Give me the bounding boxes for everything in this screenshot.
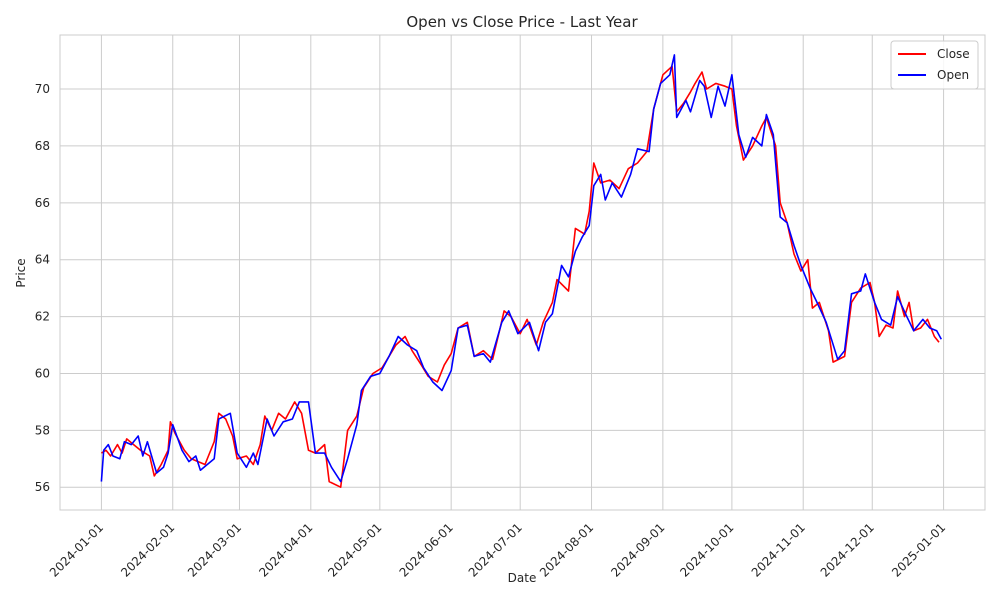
x-tick-label: 2024-12-01 [818,520,877,579]
y-tick-label: 70 [35,82,50,96]
x-tick-label: 2024-09-01 [608,520,667,579]
plot-frame [59,34,986,511]
y-tick-label: 68 [35,139,50,153]
legend-label-close: Close [937,47,970,61]
x-tick-label: 2024-02-01 [118,520,177,579]
x-tick-label: 2024-03-01 [185,520,244,579]
legend: Close Open [890,40,979,90]
x-tick-label: 2024-01-01 [47,520,106,579]
legend-label-open: Open [937,68,969,82]
x-tick-label: 2024-10-01 [677,520,736,579]
y-tick-label: 56 [35,480,50,494]
x-tick-label: 2025-01-01 [889,520,948,579]
grid-lines [60,35,985,510]
x-tick-label: 2024-05-01 [325,520,384,579]
plot-background [60,35,985,510]
y-axis-title: Price [14,258,28,287]
series-layer [100,54,943,488]
y-tick-label: 66 [35,196,50,210]
y-tick-label: 60 [35,366,50,380]
x-tick-label: 2024-11-01 [749,520,808,579]
y-tick-label: 58 [35,423,50,437]
x-tick-label: 2024-06-01 [397,520,456,579]
x-tick-label: 2024-08-01 [537,520,596,579]
x-tick-label: 2024-04-01 [256,520,315,579]
x-tick-labels: 2024-01-01 2024-02-01 2024-03-01 2024-04-01… [47,520,948,579]
y-tick-label: 64 [35,253,50,267]
y-tick-label: 62 [35,310,50,324]
series-line-open [100,54,943,483]
x-axis-title: Date [508,571,537,585]
y-tick-labels: 56 58 60 62 64 66 68 70 [35,82,50,494]
chart-title: Open vs Close Price - Last Year [406,13,638,31]
